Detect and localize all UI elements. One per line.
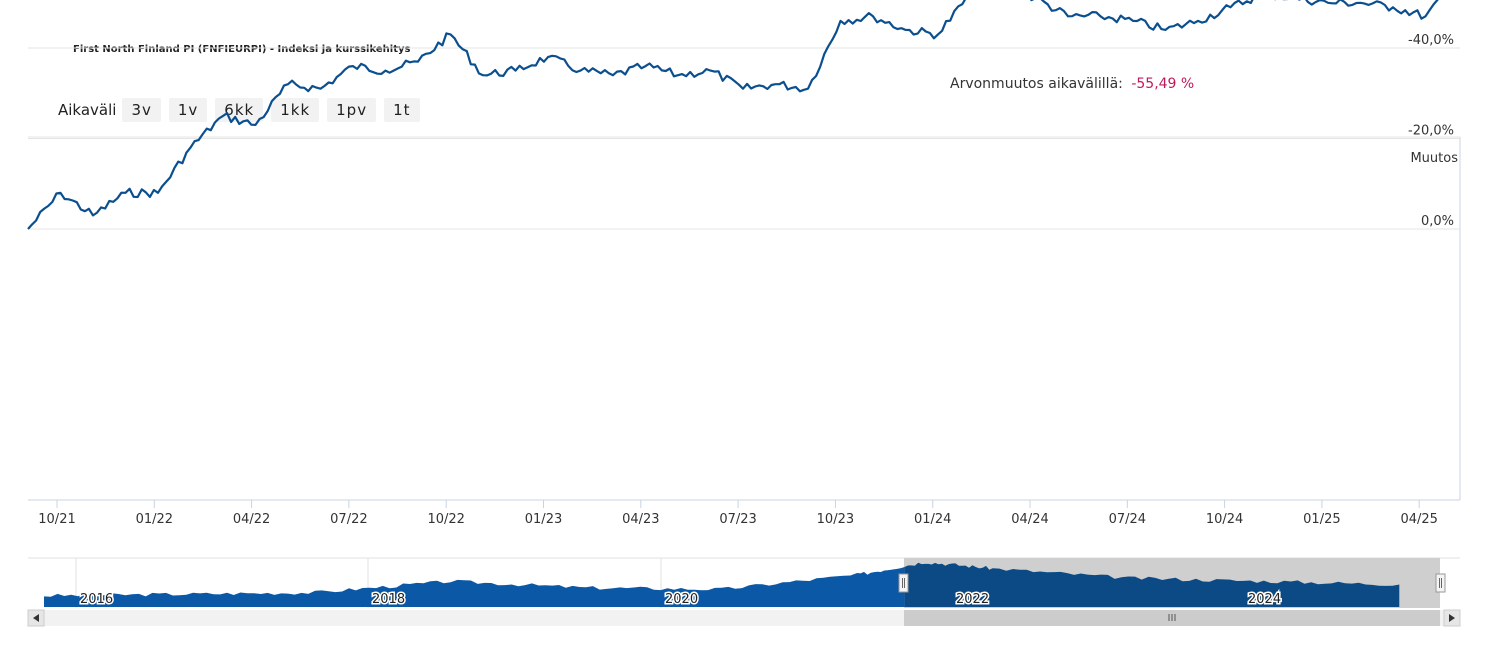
navigator-year-label: 2022 bbox=[956, 592, 989, 607]
x-tick-label: 01/25 bbox=[1303, 512, 1340, 527]
x-tick-label: 04/22 bbox=[233, 512, 270, 527]
arrow-right-icon bbox=[1449, 614, 1455, 622]
x-tick-label: 04/25 bbox=[1400, 512, 1437, 527]
navigator-area-selected bbox=[904, 562, 1400, 607]
x-tick-label: 10/24 bbox=[1206, 512, 1243, 527]
navigator-handle-right[interactable] bbox=[1435, 573, 1446, 593]
x-tick-label: 01/22 bbox=[136, 512, 173, 527]
range-button-1t[interactable]: 1t bbox=[384, 98, 420, 122]
x-tick-label: 10/22 bbox=[427, 512, 464, 527]
x-tick-label: 04/24 bbox=[1011, 512, 1048, 527]
navigator-year-label: 2024 bbox=[1248, 592, 1281, 607]
y-tick-label: -20,0% bbox=[1408, 124, 1454, 139]
navigator-handle-left[interactable] bbox=[898, 573, 909, 593]
series-line bbox=[27, 0, 1439, 230]
x-tick-label: 01/23 bbox=[525, 512, 562, 527]
x-tick-label: 10/21 bbox=[38, 512, 75, 527]
range-button-6kk[interactable]: 6kk bbox=[215, 98, 264, 122]
range-selector: Aikaväli 3v 1v 6kk 1kk 1pv 1t bbox=[58, 98, 428, 122]
scrollbar-grip-icon bbox=[1168, 614, 1176, 621]
navigator-area bbox=[44, 567, 905, 607]
range-button-1pv[interactable]: 1pv bbox=[327, 98, 377, 122]
range-button-3v[interactable]: 3v bbox=[122, 98, 161, 122]
y-tick-label: -40,0% bbox=[1408, 33, 1454, 48]
x-tick-label: 07/22 bbox=[330, 512, 367, 527]
x-tick-label: 04/23 bbox=[622, 512, 659, 527]
value-change: Arvonmuutos aikavälillä: -55,49 % bbox=[950, 76, 1194, 92]
navigator-year-label: 2020 bbox=[665, 592, 698, 607]
y-axis-title: Muutos bbox=[1410, 151, 1458, 166]
y-tick-label: 0,0% bbox=[1421, 214, 1454, 229]
x-tick-label: 01/24 bbox=[914, 512, 951, 527]
arrow-left-icon bbox=[33, 614, 39, 622]
chart-title: First North Finland PI (FNFIEURPI) - Ind… bbox=[73, 44, 411, 55]
range-button-1kk[interactable]: 1kk bbox=[271, 98, 320, 122]
range-button-1v[interactable]: 1v bbox=[168, 98, 208, 122]
x-tick-label: 07/23 bbox=[719, 512, 756, 527]
x-tick-label: 10/23 bbox=[817, 512, 854, 527]
value-change-label: Arvonmuutos aikavälillä: bbox=[950, 76, 1123, 92]
navigator: 2016 2018 2020 2022 2024 bbox=[27, 557, 1461, 627]
navigator-year-label: 2018 bbox=[372, 592, 405, 607]
navigator-year-label: 2016 bbox=[80, 592, 113, 607]
range-selector-label: Aikaväli bbox=[58, 101, 117, 119]
value-change-value: -55,49 % bbox=[1131, 76, 1195, 92]
x-tick-label: 07/24 bbox=[1109, 512, 1146, 527]
